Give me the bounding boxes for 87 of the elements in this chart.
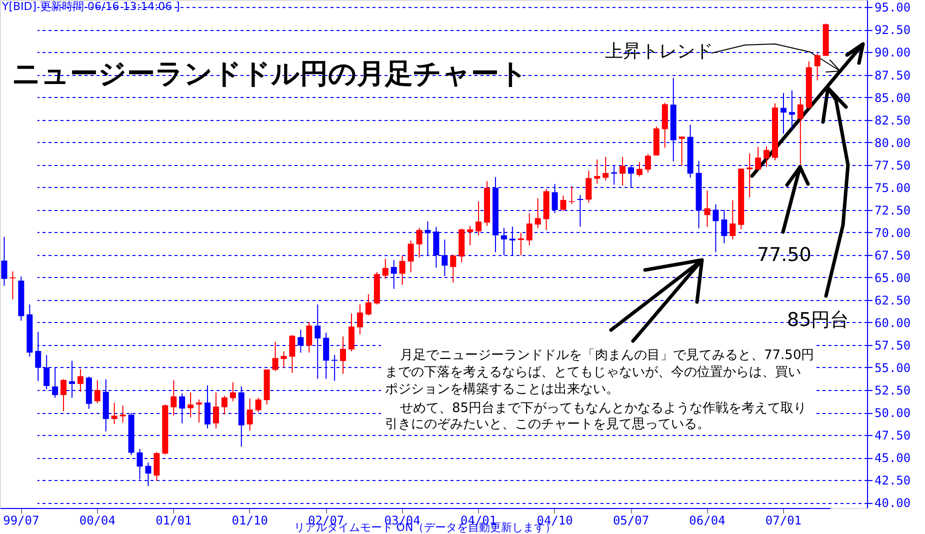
candlestick	[526, 212, 532, 246]
candlestick	[518, 232, 524, 256]
candlestick	[382, 258, 388, 280]
candlestick	[120, 405, 126, 423]
candlestick	[111, 402, 118, 425]
candlestick	[644, 154, 651, 174]
x-tick-label: 01/01	[156, 514, 192, 528]
annotation: せめて、85円台まで下がってもなんとかなるような作戦を考えて取り	[400, 401, 807, 416]
annotation: 月足でニュージーランドドルを「肉まんの目」で見てみると、77.50円	[400, 348, 814, 363]
annotation: ポジションを構築することは出来ない。	[385, 382, 619, 397]
x-tick-label: 07/01	[765, 514, 802, 528]
candlestick	[594, 159, 600, 184]
y-tick-label: 85.00	[874, 90, 911, 105]
y-tick-label: 70.00	[874, 226, 911, 240]
x-tick-label: 06/04	[689, 514, 726, 528]
candlestick	[212, 392, 219, 429]
y-tick-label: 77.50	[874, 158, 911, 172]
candlestick	[94, 380, 100, 404]
x-tick-label: 00/04	[79, 514, 116, 528]
x-tick-label: 01/10	[232, 514, 268, 528]
annotation: 引きにのぞみたいと、このチャートを見て思っている。	[385, 417, 710, 432]
y-tick-label: 45.00	[874, 451, 911, 466]
y-tick-label: 47.50	[874, 428, 911, 443]
candlestick	[255, 397, 262, 413]
y-tick-label: 75.00	[874, 180, 911, 195]
candlestick	[246, 398, 253, 431]
x-tick-label: 99/07	[3, 514, 40, 528]
candlestick	[602, 156, 609, 181]
candlestick	[306, 321, 312, 354]
y-tick-label: 40.00	[874, 496, 911, 510]
y-tick-label: 67.50	[874, 248, 911, 262]
candlestick	[416, 227, 422, 258]
candlestick	[586, 170, 592, 204]
y-tick-label: 62.50	[874, 293, 911, 308]
candlestick	[230, 382, 236, 402]
y-tick-label: 65.00	[874, 270, 911, 285]
y-tick-label: 92.50	[874, 23, 911, 38]
candlestick	[154, 452, 160, 482]
candlestick	[704, 190, 710, 228]
y-tick-label: 90.00	[874, 46, 911, 60]
annotation: 77.50	[757, 244, 812, 266]
candlestick	[467, 225, 474, 246]
candlestick	[170, 380, 177, 416]
x-tick-label: 05/07	[612, 514, 650, 528]
y-tick-label: 52.50	[874, 384, 911, 398]
annotation: 上昇トレンド	[605, 41, 713, 62]
annotation: 85円台	[787, 309, 850, 331]
y-tick-label: 72.50	[874, 203, 911, 218]
candlestick	[678, 136, 685, 166]
candlestick	[1, 236, 8, 286]
candlestick	[620, 156, 626, 186]
candlestick	[534, 198, 541, 229]
candlestick	[348, 312, 355, 352]
candlestick	[356, 304, 363, 335]
y-tick-label: 80.00	[874, 136, 911, 150]
y-tick-label: 95.00	[874, 0, 911, 15]
candlestick	[764, 146, 770, 168]
candlestick	[272, 341, 278, 372]
candlestick	[399, 255, 406, 286]
y-tick-label: 55.00	[874, 360, 911, 375]
y-tick-label: 50.00	[874, 406, 911, 420]
candlestick	[365, 294, 372, 316]
candlestick	[450, 254, 456, 283]
candlestick	[10, 270, 16, 300]
candlestick	[636, 162, 642, 178]
candlestick	[60, 378, 67, 412]
annotation: までの下落を考えるならば、とてもじゃないが、今の位置からは、買い	[385, 365, 801, 380]
y-tick-label: 87.50	[874, 68, 911, 82]
candlestick	[476, 200, 482, 236]
candlestick	[196, 398, 202, 423]
candlestick	[730, 200, 736, 240]
candlestick	[814, 53, 820, 81]
candlestick	[77, 368, 84, 392]
y-tick-label: 60.00	[874, 316, 911, 330]
y-tick-label: 57.50	[874, 338, 911, 352]
text: ニュージーランドドル円の月足チャート	[12, 57, 528, 90]
y-tick-label: 82.50	[874, 113, 911, 128]
candlestick	[755, 146, 762, 170]
candlestick	[560, 195, 566, 212]
candlestick	[221, 395, 228, 415]
candlestick	[408, 240, 414, 273]
y-tick-label: 42.50	[874, 474, 911, 488]
candlestick	[280, 350, 287, 368]
candlestick	[797, 97, 804, 166]
candlestick	[340, 336, 346, 374]
candlestick	[289, 334, 296, 374]
candlestick	[188, 392, 194, 418]
